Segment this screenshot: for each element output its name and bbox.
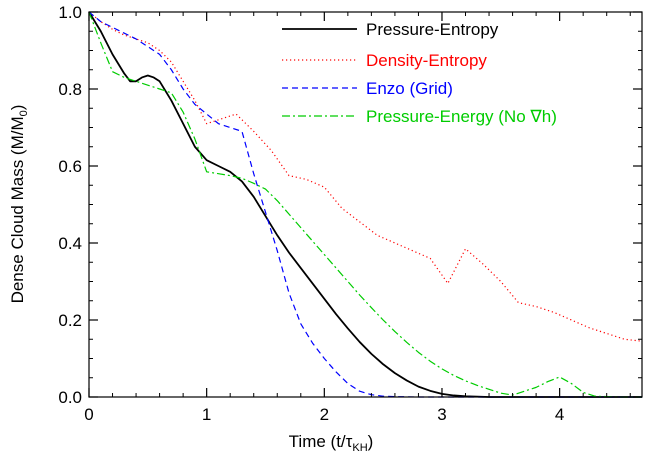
legend: Pressure-Entropy Density-Entropy Enzo (G…: [282, 20, 557, 126]
series-line-0: [88, 11, 642, 398]
y-tick-label: 0.4: [58, 234, 82, 253]
legend-entry-density-entropy: Density-Entropy: [282, 51, 487, 70]
x-tick-label: 3: [437, 405, 446, 424]
y-axis-title-subscript: 0: [18, 110, 30, 116]
legend-entry-pressure-entropy: Pressure-Entropy: [282, 20, 499, 39]
legend-label-density-entropy: Density-Entropy: [366, 51, 487, 70]
legend-entry-pressure-energy: Pressure-Energy (No ∇h): [282, 107, 557, 126]
series-line-1: [88, 11, 643, 342]
x-axis-title-subscript: KH: [352, 442, 367, 454]
legend-label-enzo-grid: Enzo (Grid): [366, 79, 453, 98]
legend-entry-enzo-grid: Enzo (Grid): [282, 79, 453, 98]
y-tick-label: 0.2: [58, 311, 82, 330]
y-tick-label: 0.8: [58, 80, 82, 99]
x-tick-label: 4: [555, 405, 564, 424]
axis-ticks: 0 1 2 3 4 0.0 0.2 0.4 0.6 0.8 1.0: [58, 3, 642, 424]
legend-label-pressure-entropy: Pressure-Entropy: [366, 20, 499, 39]
y-tick-label: 0.0: [58, 388, 82, 407]
x-tick-label: 2: [320, 405, 329, 424]
legend-label-pressure-energy: Pressure-Energy (No ∇h): [366, 107, 557, 126]
y-axis-title: Dense Cloud Mass (M/M0): [8, 105, 30, 304]
x-axis-title: Time (t/τKH): [289, 432, 374, 454]
x-tick-label: 0: [84, 405, 93, 424]
x-tick-label: 1: [202, 405, 211, 424]
y-tick-label: 0.6: [58, 157, 82, 176]
y-tick-label: 1.0: [58, 3, 82, 22]
